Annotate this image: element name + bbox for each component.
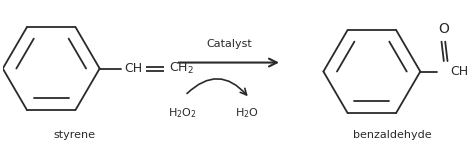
Text: CH$_2$: CH$_2$ [169, 61, 194, 76]
Text: CH: CH [124, 62, 142, 75]
Text: Catalyst: Catalyst [206, 39, 252, 49]
Text: O: O [438, 22, 449, 36]
Text: H$_2$O: H$_2$O [236, 106, 259, 120]
Text: benzaldehyde: benzaldehyde [353, 130, 432, 140]
Text: CH: CH [450, 65, 468, 78]
Text: H$_2$O$_2$: H$_2$O$_2$ [168, 106, 197, 120]
Text: styrene: styrene [53, 130, 95, 140]
